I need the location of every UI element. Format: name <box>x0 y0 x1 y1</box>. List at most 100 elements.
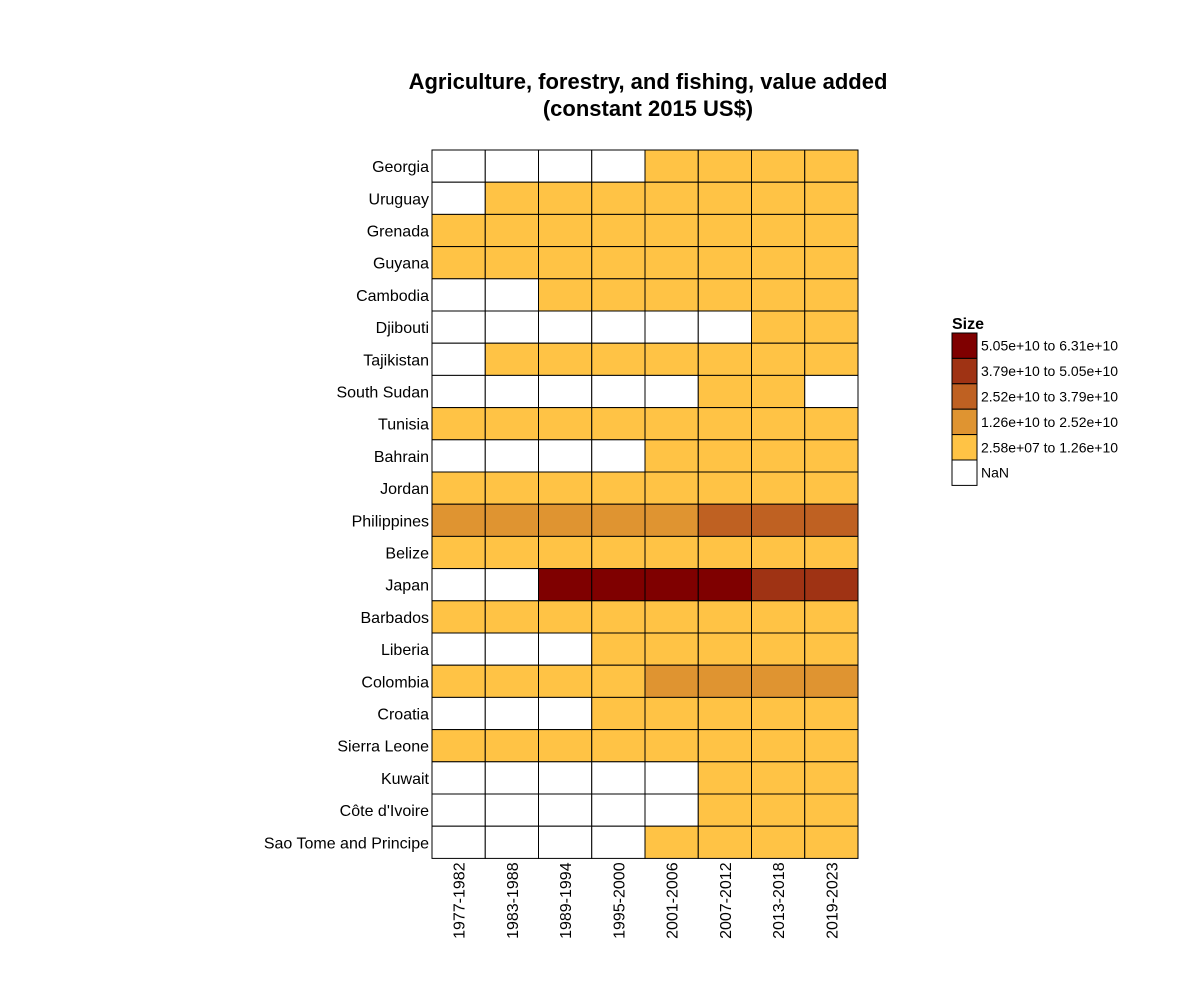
cell-croatia-1977-1982 <box>431 696 486 731</box>
row-label-japan: Japan <box>385 578 429 595</box>
cell-cambodia-1977-1982 <box>431 278 486 312</box>
cell-uruguay-1989-1994 <box>538 181 593 215</box>
cell-belize-2019-2023 <box>804 535 859 570</box>
cell-south-sudan-2013-2018 <box>751 374 806 409</box>
cell-guyana-2007-2012 <box>697 246 752 280</box>
row-label-georgia: Georgia <box>372 159 429 176</box>
column-label-1977-1982: 1977-1982 <box>452 862 469 939</box>
cell-uruguay-2013-2018 <box>751 181 806 215</box>
cell-cambodia-1989-1994 <box>538 278 593 312</box>
cell-sao-tome-and-principe-1995-2000 <box>591 825 646 859</box>
legend-label-nan: NaN <box>981 465 1009 481</box>
cell-tunisia-1983-1988 <box>484 407 539 441</box>
row-label-kuwait: Kuwait <box>381 771 430 788</box>
cell-jordan-1977-1982 <box>431 471 486 505</box>
cell-belize-1983-1988 <box>484 535 539 570</box>
legend-label-bin-4: 5.05e+10 to 6.31e+10 <box>981 338 1118 354</box>
cell-philippines-2001-2006 <box>644 503 699 537</box>
cell-liberia-1995-2000 <box>591 632 646 666</box>
row-label-belize: Belize <box>385 546 429 563</box>
cell-guyana-1977-1982 <box>431 246 486 280</box>
cell-sao-tome-and-principe-1983-1988 <box>484 825 539 859</box>
cell-georgia-1977-1982 <box>431 149 486 183</box>
column-label-2001-2006: 2001-2006 <box>665 862 682 939</box>
column-labels: 1977-1982 1983-1988 1989-1994 1995-2000 2001… <box>452 862 842 939</box>
cell-tunisia-2013-2018 <box>751 407 806 441</box>
cell-tunisia-2001-2006 <box>644 407 699 441</box>
cell-south-sudan-1983-1988 <box>484 374 539 409</box>
cell-croatia-2007-2012 <box>697 696 752 731</box>
row-label-cote-d-ivoire: Côte d'Ivoire <box>340 803 429 820</box>
cell-grenada-2019-2023 <box>804 213 859 248</box>
cell-philippines-1983-1988 <box>484 503 539 537</box>
cell-south-sudan-2001-2006 <box>644 374 699 409</box>
cell-belize-2001-2006 <box>644 535 699 570</box>
cell-djibouti-2019-2023 <box>804 310 859 344</box>
cell-tajikistan-2007-2012 <box>697 342 752 376</box>
cell-grenada-2013-2018 <box>751 213 806 248</box>
cell-guyana-1989-1994 <box>538 246 593 280</box>
cell-kuwait-1989-1994 <box>538 761 593 795</box>
cell-tunisia-2007-2012 <box>697 407 752 441</box>
cell-cambodia-1983-1988 <box>484 278 539 312</box>
cell-djibouti-2013-2018 <box>751 310 806 344</box>
row-label-philippines: Philippines <box>352 513 429 530</box>
cell-tajikistan-2001-2006 <box>644 342 699 376</box>
cell-belize-1977-1982 <box>431 535 486 570</box>
cell-tunisia-1989-1994 <box>538 407 593 441</box>
cell-guyana-1983-1988 <box>484 246 539 280</box>
row-label-croatia: Croatia <box>377 707 429 724</box>
cell-sierra-leone-1977-1982 <box>431 729 486 763</box>
cell-japan-1995-2000 <box>591 568 646 602</box>
cell-croatia-2019-2023 <box>804 696 859 731</box>
cell-bahrain-2019-2023 <box>804 439 859 473</box>
cell-jordan-2013-2018 <box>751 471 806 505</box>
row-label-colombia: Colombia <box>361 674 429 691</box>
row-labels: Georgia Uruguay Grenada Guyana Cambodia Djibo… <box>264 159 430 852</box>
legend-title: Size <box>952 316 984 333</box>
row-label-cambodia: Cambodia <box>356 288 429 305</box>
cell-sierra-leone-1983-1988 <box>484 729 539 763</box>
legend-label-bin-3: 3.79e+10 to 5.05e+10 <box>981 363 1118 379</box>
cell-georgia-2007-2012 <box>697 149 752 183</box>
cell-grenada-1983-1988 <box>484 213 539 248</box>
row-label-sierra-leone: Sierra Leone <box>337 739 429 756</box>
cell-cote-d-ivoire-1983-1988 <box>484 793 539 827</box>
cell-uruguay-1995-2000 <box>591 181 646 215</box>
cell-jordan-2019-2023 <box>804 471 859 505</box>
cell-belize-1989-1994 <box>538 535 593 570</box>
chart-title-line-2: (constant 2015 US$) <box>543 96 753 121</box>
cell-barbados-2019-2023 <box>804 600 859 634</box>
cell-uruguay-1977-1982 <box>431 181 486 215</box>
legend-label-bin-2: 2.52e+10 to 3.79e+10 <box>981 389 1118 405</box>
cell-liberia-1983-1988 <box>484 632 539 666</box>
cell-georgia-1995-2000 <box>591 149 646 183</box>
cell-cote-d-ivoire-2019-2023 <box>804 793 859 827</box>
legend-swatch-bin-1 <box>951 408 978 436</box>
cell-philippines-2007-2012 <box>697 503 752 537</box>
cell-japan-2013-2018 <box>751 568 806 602</box>
row-label-uruguay: Uruguay <box>369 191 429 208</box>
cell-cote-d-ivoire-2001-2006 <box>644 793 699 827</box>
cell-philippines-1989-1994 <box>538 503 593 537</box>
legend-swatch-bin-2 <box>951 383 978 410</box>
cell-tunisia-2019-2023 <box>804 407 859 441</box>
cell-jordan-1995-2000 <box>591 471 646 505</box>
cell-georgia-2013-2018 <box>751 149 806 183</box>
heatmap-cells <box>431 149 859 859</box>
cell-liberia-2001-2006 <box>644 632 699 666</box>
cell-cambodia-2001-2006 <box>644 278 699 312</box>
row-label-guyana: Guyana <box>373 256 429 273</box>
cell-georgia-1983-1988 <box>484 149 539 183</box>
cell-kuwait-1983-1988 <box>484 761 539 795</box>
cell-philippines-2019-2023 <box>804 503 859 537</box>
cell-croatia-2013-2018 <box>751 696 806 731</box>
chart-title: Agriculture, forestry, and fishing, valu… <box>409 69 888 121</box>
column-label-1983-1988: 1983-1988 <box>505 862 522 939</box>
cell-japan-1977-1982 <box>431 568 486 602</box>
cell-liberia-2013-2018 <box>751 632 806 666</box>
column-label-2019-2023: 2019-2023 <box>824 862 841 939</box>
legend-label-bin-1: 1.26e+10 to 2.52e+10 <box>981 414 1118 430</box>
legend-swatch-bin-3 <box>951 357 978 385</box>
